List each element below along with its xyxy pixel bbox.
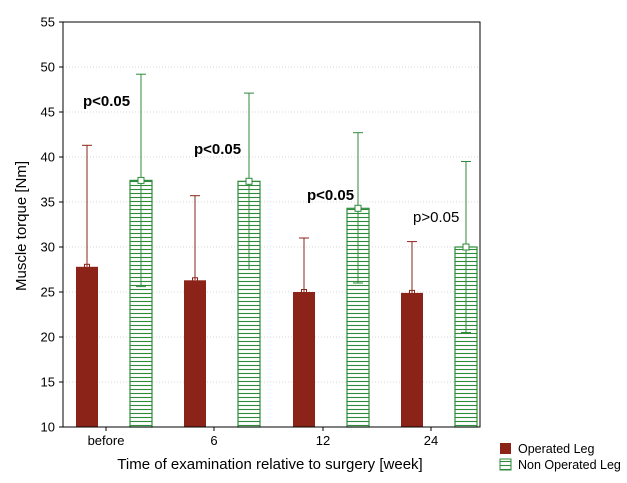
bar-operated-0 bbox=[76, 266, 98, 427]
bar-operated-3 bbox=[401, 292, 423, 427]
mean-marker-operated-2 bbox=[301, 289, 307, 295]
mean-marker-non-operated-2 bbox=[354, 204, 362, 212]
bar-operated-2 bbox=[293, 292, 315, 427]
plot-frame bbox=[62, 21, 481, 428]
y-axis-label: Muscle torque [Nm] bbox=[13, 161, 30, 291]
y-tick-label-1: 15 bbox=[41, 375, 55, 390]
y-tick-label-0: 10 bbox=[41, 420, 55, 435]
mean-marker-operated-3 bbox=[409, 289, 415, 296]
mean-marker-non-operated-3 bbox=[462, 243, 470, 251]
annotation-pvalue-1: p<0.05 bbox=[194, 141, 241, 158]
annotation-pvalue-0: p<0.05 bbox=[83, 93, 130, 110]
y-tick-label-3: 25 bbox=[41, 285, 55, 300]
y-tick-label-4: 30 bbox=[41, 240, 55, 255]
y-tick-label-5: 35 bbox=[41, 195, 55, 210]
mean-marker-operated-1 bbox=[192, 277, 198, 284]
mean-marker-non-operated-0 bbox=[137, 176, 145, 184]
y-tick-label-8: 50 bbox=[41, 60, 55, 75]
x-tick-label-0: before bbox=[88, 433, 125, 448]
legend-swatch-non-operated bbox=[499, 458, 512, 471]
legend-label-operated: Operated Leg bbox=[518, 442, 594, 456]
annotation-pvalue-2: p<0.05 bbox=[307, 187, 354, 204]
mean-marker-operated-0 bbox=[84, 263, 90, 270]
mean-marker-non-operated-1 bbox=[245, 177, 253, 185]
y-tick-label-9: 55 bbox=[41, 15, 55, 30]
x-tick-label-1: 6 bbox=[210, 433, 217, 448]
y-tick-label-7: 45 bbox=[41, 105, 55, 120]
y-tick-label-6: 40 bbox=[41, 150, 55, 165]
legend-swatch-operated bbox=[500, 443, 511, 454]
y-tick-label-2: 20 bbox=[41, 330, 55, 345]
x-tick-label-3: 24 bbox=[424, 433, 438, 448]
bar-operated-1 bbox=[184, 280, 206, 427]
x-axis-label: Time of examination relative to surgery … bbox=[117, 456, 422, 473]
legend-label-non-operated: Non Operated Leg bbox=[518, 458, 621, 472]
annotation-pvalue-3: p>0.05 bbox=[413, 209, 459, 226]
x-tick-label-2: 12 bbox=[316, 433, 330, 448]
